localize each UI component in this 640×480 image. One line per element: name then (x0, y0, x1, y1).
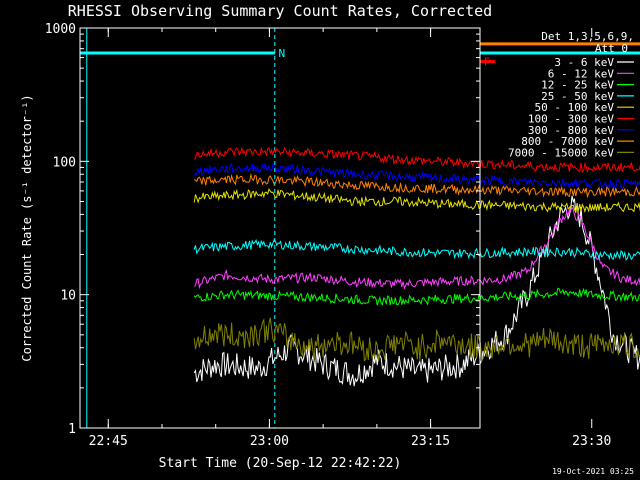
x-tick-label: 23:30 (572, 434, 611, 449)
legend-label: 12 - 25 keV (541, 79, 614, 92)
series-line (193, 162, 640, 190)
y-axis-label: Corrected Count Rate (s⁻¹ detector⁻¹) (20, 94, 34, 361)
x-tick-label: 23:15 (411, 434, 450, 449)
series-line (193, 195, 640, 387)
y-tick-label: 10 (60, 289, 76, 304)
y-axis: 1 10 100 1000 (45, 22, 480, 437)
annotation-label: N (278, 47, 285, 60)
series-line (193, 238, 640, 261)
series-line (193, 173, 640, 199)
annotation-label: F (484, 56, 491, 69)
legend-header-line-2: Att 0 (595, 42, 628, 55)
annotations-group: NNSF (80, 28, 640, 428)
series-group (193, 146, 640, 387)
x-axis-label: Start Time (20-Sep-12 22:42:22) (159, 456, 402, 471)
legend-label: 300 - 800 keV (528, 124, 614, 137)
legend-label: 6 - 12 keV (548, 67, 615, 80)
legend-label: 50 - 100 keV (535, 101, 615, 114)
legend-label: 3 - 6 keV (554, 56, 614, 69)
legend-label: 100 - 300 keV (528, 113, 614, 126)
y-tick-label: 100 (53, 155, 76, 170)
x-tick-label: 22:45 (89, 434, 128, 449)
y-tick-label: 1 (68, 422, 76, 437)
series-line (193, 206, 640, 290)
legend-label: 7000 - 15000 keV (508, 146, 614, 159)
date-stamp: 19-Oct-2021 03:25 (552, 467, 634, 476)
series-line (193, 317, 640, 364)
y-tick-label: 1000 (45, 22, 76, 37)
chart-title: RHESSI Observing Summary Count Rates, Co… (68, 2, 492, 20)
legend-label: 800 - 7000 keV (521, 135, 614, 148)
legend-label: 25 - 50 keV (541, 90, 614, 103)
series-line (193, 188, 640, 214)
series-line (193, 146, 640, 174)
plot-frame (79, 27, 481, 429)
x-tick-label: 23:00 (250, 434, 289, 449)
series-line (193, 287, 640, 306)
legend-header-line-1: Det 1,3,5,6,9, (541, 30, 634, 43)
